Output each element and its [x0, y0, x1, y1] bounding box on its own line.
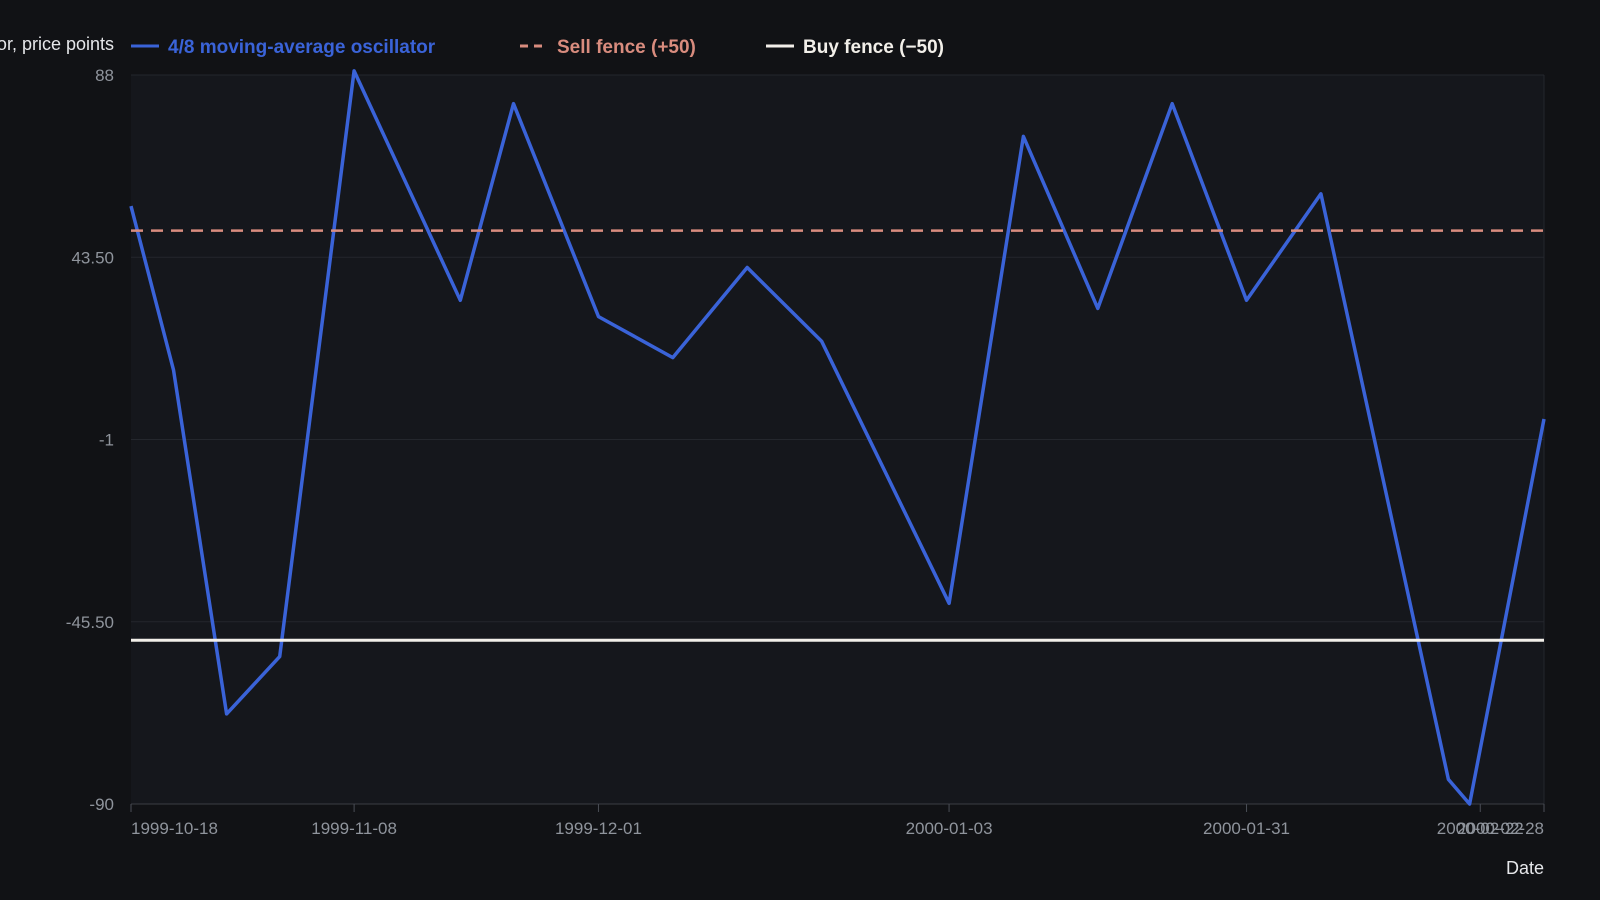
x-tick-label: 2000-02-22	[1437, 819, 1524, 838]
axes: 88 43.50 -1 -45.50 -90 1999-10-18 1999-11-08 19…	[66, 66, 1545, 838]
x-tick-label: 2000-01-03	[906, 819, 993, 838]
series-lines	[129, 69, 1546, 806]
legend-label: 4/8 moving-average oscillator	[168, 37, 436, 58]
y-tick-label: 43.50	[71, 248, 114, 267]
y-tick-label: 88	[95, 66, 114, 85]
y-axis-title: Oscillator, price points	[0, 34, 114, 54]
y-tick-label: -90	[89, 795, 114, 814]
x-tick-label: 2000-02-28	[1457, 819, 1544, 838]
legend: 4/8 moving-average oscillator Sell fence …	[131, 37, 944, 58]
x-tick-label: 1999-10-18	[131, 819, 218, 838]
x-tick-label: 2000-01-31	[1203, 819, 1290, 838]
x-axis-title: Date	[1506, 858, 1544, 878]
x-tick-label: 1999-12-01	[555, 819, 642, 838]
x-tick-label: 1999-11-08	[311, 819, 397, 838]
y-tick-label: -1	[99, 431, 114, 450]
legend-label: Buy fence (−50)	[803, 37, 944, 58]
oscillator-series-line	[129, 69, 1546, 806]
y-tick-label: -45.50	[66, 613, 114, 632]
legend-label: Sell fence (+50)	[557, 37, 696, 58]
grid-lines	[131, 74, 1545, 805]
